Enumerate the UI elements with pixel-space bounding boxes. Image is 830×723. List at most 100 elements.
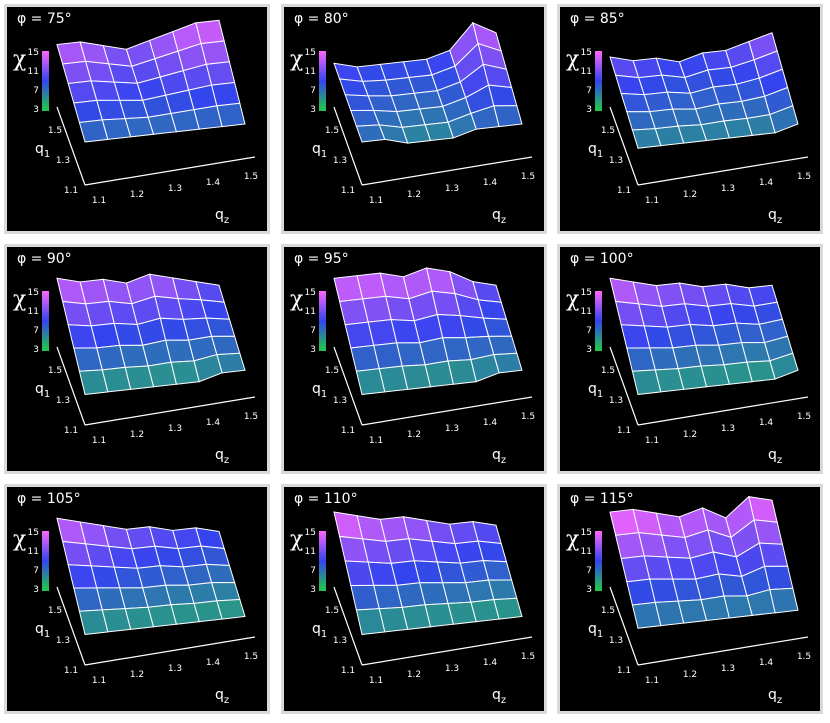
q1-tick-label: 1.3 — [609, 396, 623, 406]
qz-tick-label: 1.5 — [797, 172, 811, 182]
colorbar-tick-label: 11 — [305, 307, 316, 317]
qz-tick-label: 1.4 — [206, 418, 221, 428]
qz-tick-label: 1.5 — [797, 652, 811, 662]
chi-axis-label: χ — [290, 527, 304, 552]
surface-cell — [477, 540, 508, 563]
q1-tick-label: 1.5 — [48, 366, 62, 376]
surface-cell — [210, 335, 241, 356]
chi-axis-label: χ — [290, 47, 304, 72]
colorbar-tick-label: 15 — [581, 48, 592, 58]
surface-cell — [205, 563, 236, 584]
q1-tick-label: 1.5 — [601, 366, 615, 376]
colorbar — [595, 531, 602, 591]
colorbar-tick-label: 7 — [586, 86, 592, 96]
qz-tick-label: 1.3 — [721, 664, 735, 674]
q1-tick-label: 1.5 — [325, 606, 339, 616]
q1-axis-label: q1 — [588, 381, 603, 400]
colorbar-tick-label: 3 — [310, 345, 316, 355]
surface-cell — [487, 84, 518, 107]
q1-axis-line — [56, 586, 86, 666]
surface-cell — [205, 61, 236, 86]
surface-cell — [487, 579, 518, 601]
phi-title: φ = 80° — [294, 11, 349, 27]
qz-tick-label: 1.4 — [759, 418, 774, 428]
qz-tick-label: 1.1 — [92, 436, 106, 446]
colorbar-tick-label: 3 — [310, 585, 316, 595]
qz-axis-line — [637, 156, 809, 186]
colorbar — [42, 51, 49, 111]
surface-cell — [477, 299, 508, 320]
q1-axis-line — [333, 586, 363, 666]
q1-tick-label: 1.1 — [617, 186, 631, 196]
colorbar-tick-label: 15 — [581, 528, 592, 538]
surface-cell — [200, 299, 231, 320]
qz-tick-label: 1.4 — [483, 178, 498, 188]
q1-axis-line — [609, 106, 639, 186]
q1-axis-line — [333, 106, 363, 186]
q1-tick-label: 1.1 — [341, 426, 355, 436]
q1-tick-label: 1.3 — [56, 396, 70, 406]
qz-tick-label: 1.3 — [168, 664, 182, 674]
q1-axis-label: q1 — [35, 381, 50, 400]
qz-tick-label: 1.2 — [130, 190, 144, 200]
qz-tick-label: 1.4 — [206, 178, 221, 188]
colorbar-tick-label: 3 — [33, 105, 39, 115]
surface-plot-panel: φ = 100° χ 15 11 7 3 1.1 1.2 1.3 1.4 1.5 1.5 1.3 1.1 q… — [557, 244, 823, 474]
colorbar-tick-label: 3 — [586, 345, 592, 355]
qz-tick-label: 1.1 — [645, 676, 659, 686]
chi-axis-label: χ — [13, 287, 27, 312]
surface-cell — [493, 105, 523, 128]
q1-tick-label: 1.1 — [617, 426, 631, 436]
q1-axis-line — [56, 106, 86, 186]
qz-tick-label: 1.4 — [483, 658, 498, 668]
colorbar-tick-label: 7 — [310, 566, 316, 576]
colorbar-tick-label: 7 — [586, 326, 592, 336]
surface-cell — [769, 352, 799, 380]
surface-plot: 15 11 7 3 1.1 1.2 1.3 1.4 1.5 1.5 1.3 1.1 q1 qz — [305, 21, 535, 226]
chi-axis-label: χ — [13, 47, 27, 72]
phi-title: φ = 90° — [17, 251, 72, 267]
phi-title: φ = 105° — [17, 491, 81, 507]
surface-cell — [195, 19, 225, 45]
qz-axis-line — [84, 396, 256, 426]
q1-axis-line — [609, 346, 639, 426]
q1-tick-label: 1.1 — [341, 666, 355, 676]
surface — [56, 517, 246, 636]
surface — [56, 273, 246, 396]
colorbar-tick-label: 3 — [310, 105, 316, 115]
qz-tick-label: 1.5 — [521, 652, 535, 662]
q1-tick-label: 1.5 — [48, 126, 62, 136]
surface-cell — [216, 598, 246, 620]
qz-axis-label: qz — [215, 687, 229, 706]
q1-tick-label: 1.3 — [333, 396, 347, 406]
qz-tick-label: 1.1 — [92, 196, 106, 206]
colorbar — [595, 291, 602, 351]
colorbar-tick-label: 11 — [28, 547, 39, 557]
surface-plot-panel: φ = 110° χ 15 11 7 3 1.1 1.2 1.3 1.4 1.5 1.5 1.3 1.1 q… — [281, 484, 547, 714]
qz-axis-line — [637, 396, 809, 426]
q1-tick-label: 1.1 — [617, 666, 631, 676]
surface-plot: 15 11 7 3 1.1 1.2 1.3 1.4 1.5 1.5 1.3 1.1 q1 qz — [28, 517, 258, 706]
qz-axis-line — [637, 636, 809, 666]
qz-axis-label: qz — [768, 207, 782, 226]
q1-tick-label: 1.3 — [333, 156, 347, 166]
qz-tick-label: 1.2 — [407, 430, 421, 440]
colorbar-tick-label: 15 — [305, 48, 316, 58]
surface-cell — [205, 317, 236, 337]
surface-cell — [487, 335, 518, 356]
colorbar-tick-label: 15 — [28, 288, 39, 298]
chi-axis-label: χ — [290, 287, 304, 312]
chi-axis-label: χ — [566, 527, 580, 552]
colorbar-tick-label: 11 — [28, 67, 39, 77]
surface-cell — [482, 317, 513, 337]
q1-tick-label: 1.5 — [325, 366, 339, 376]
surface-cell — [753, 519, 784, 545]
qz-tick-label: 1.3 — [445, 664, 459, 674]
q1-axis-label: q1 — [312, 141, 327, 160]
colorbar-tick-label: 11 — [305, 67, 316, 77]
qz-axis-label: qz — [768, 687, 782, 706]
q1-tick-label: 1.3 — [609, 636, 623, 646]
qz-tick-label: 1.3 — [721, 424, 735, 434]
qz-tick-label: 1.4 — [759, 178, 774, 188]
qz-tick-label: 1.4 — [483, 418, 498, 428]
